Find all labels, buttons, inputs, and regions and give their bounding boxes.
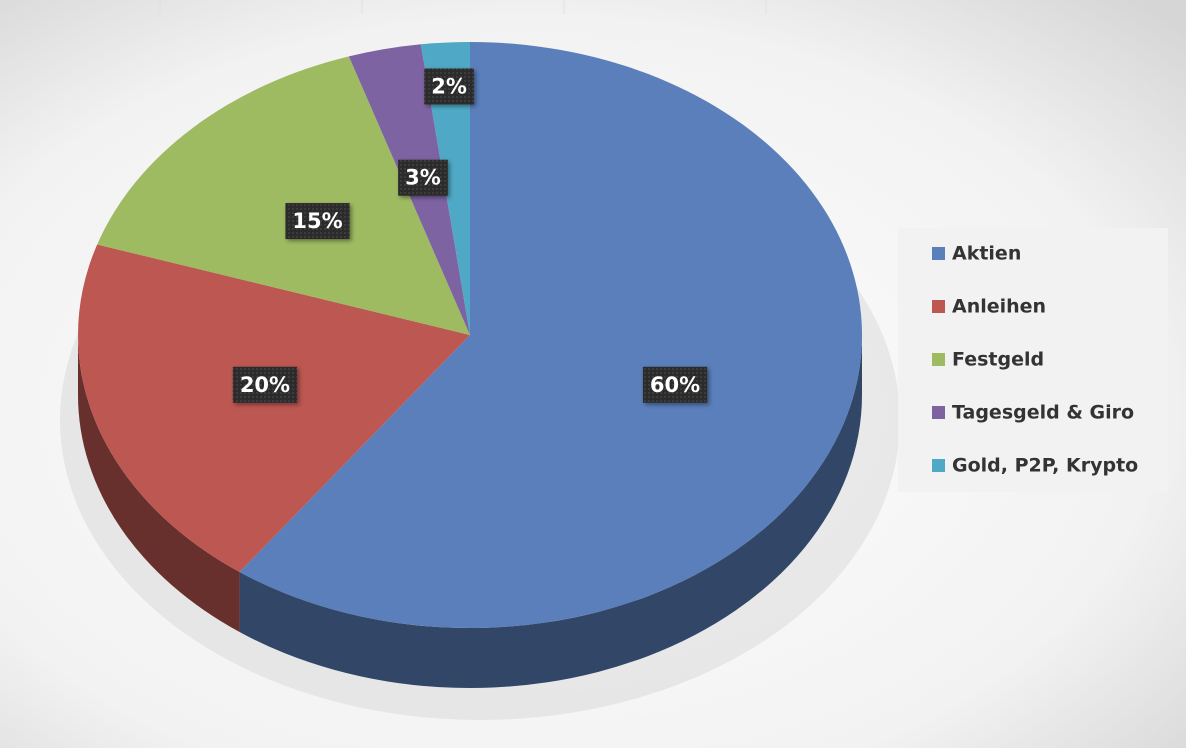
data-label-box [424, 68, 474, 105]
legend-swatch [932, 406, 945, 419]
data-label: 20% [232, 366, 298, 403]
legend-label: Festgeld [952, 349, 1044, 371]
data-labels: 60% 20% 15% 3% 2% [232, 68, 708, 403]
data-label-box [285, 203, 350, 240]
decor-lines [159, 0, 969, 14]
data-label-text: 15% [292, 209, 342, 233]
legend: Aktien Anleihen Festgeld Tagesgeld & Giro Go… [932, 243, 1138, 477]
legend-swatch [932, 300, 945, 313]
data-label-text: 2% [431, 74, 467, 98]
data-label-box [398, 159, 448, 196]
slice-side [239, 335, 862, 688]
pie-tops [77, 42, 862, 628]
data-label: 60% [642, 366, 708, 403]
data-label-text: 60% [650, 373, 700, 397]
data-label: 15% [285, 203, 350, 240]
data-label-box [232, 366, 298, 403]
data-label: 2% [424, 68, 474, 105]
slice [77, 244, 470, 573]
data-label: 3% [398, 159, 448, 196]
slice-side [78, 335, 240, 633]
legend-swatch [932, 247, 945, 260]
slice [97, 56, 470, 335]
legend-label: Tagesgeld & Giro [952, 402, 1134, 424]
pie-sides [78, 335, 862, 688]
data-label-box [642, 366, 708, 403]
slice [239, 42, 862, 628]
legend-swatch [932, 459, 945, 472]
legend-swatch [932, 353, 945, 366]
legend-label: Anleihen [952, 296, 1046, 318]
legend-label: Aktien [952, 243, 1021, 265]
legend-label: Gold, P2P, Krypto [952, 455, 1138, 477]
data-label-text: 20% [240, 373, 290, 397]
data-label-text: 3% [405, 166, 441, 190]
